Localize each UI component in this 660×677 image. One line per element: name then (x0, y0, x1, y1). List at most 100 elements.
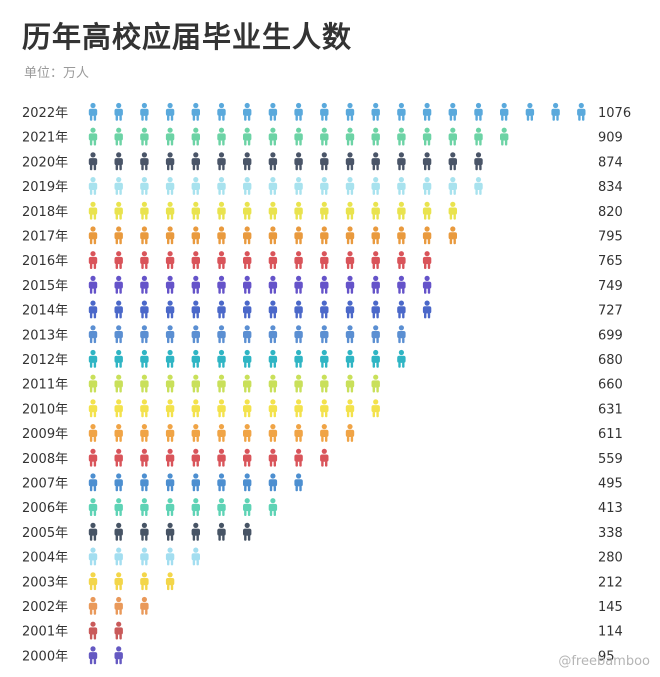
person-icon (114, 522, 123, 541)
person-icon (294, 177, 303, 195)
person-icon (191, 177, 200, 195)
person-icon (294, 399, 303, 418)
person-icon (217, 399, 226, 418)
person-icon (165, 251, 175, 269)
person-icon (88, 201, 98, 220)
row-value-label: 660 (598, 378, 623, 393)
person-icon (294, 325, 303, 344)
person-icon (140, 572, 149, 591)
person-icon (243, 300, 252, 319)
person-icon (345, 275, 355, 294)
person-icon (448, 177, 457, 195)
person-icon (422, 300, 432, 319)
row-value-label: 413 (598, 501, 623, 516)
person-icon (320, 226, 329, 245)
person-icon (320, 251, 329, 269)
person-icon (140, 251, 149, 269)
person-icon (268, 275, 278, 294)
person-icon (243, 374, 252, 393)
person-icon (140, 127, 149, 146)
person-icon (345, 300, 355, 319)
person-icon (320, 201, 329, 220)
person-icon (268, 102, 278, 121)
row-year-label: 2000年 (22, 649, 68, 664)
person-icon (243, 177, 252, 195)
row-value-label: 280 (598, 551, 623, 566)
person-icon (88, 300, 98, 319)
person-icon (243, 473, 252, 492)
person-icon (114, 621, 123, 640)
person-icon (217, 349, 226, 368)
row-value-label: 611 (598, 427, 623, 442)
person-icon (268, 498, 278, 516)
person-icon (397, 325, 406, 344)
person-icon (294, 251, 303, 269)
person-icon (345, 177, 355, 195)
person-icon (268, 226, 278, 245)
person-icon (422, 177, 432, 195)
person-icon (165, 572, 175, 591)
person-icon (320, 349, 329, 368)
person-icon (397, 275, 406, 294)
person-icon (88, 522, 98, 541)
person-icon (371, 201, 380, 220)
person-icon (165, 152, 175, 171)
row-year-label: 2022年 (22, 106, 68, 121)
row-year-label: 2005年 (22, 526, 68, 541)
person-icon (140, 374, 149, 393)
person-icon (243, 349, 252, 368)
person-icon (268, 152, 278, 171)
person-icon (140, 102, 149, 121)
person-icon (268, 448, 278, 467)
person-icon (140, 399, 149, 418)
person-icon (397, 152, 406, 171)
person-icon (165, 522, 175, 541)
person-icon (371, 275, 380, 294)
person-icon (371, 399, 380, 418)
row-year-label: 2015年 (22, 279, 68, 294)
person-icon (294, 448, 303, 467)
row-year-label: 2001年 (22, 625, 68, 640)
person-icon (191, 349, 200, 368)
person-icon (191, 448, 200, 467)
person-icon (268, 300, 278, 319)
person-icon (191, 473, 200, 492)
person-icon (422, 226, 432, 245)
person-icon (140, 177, 149, 195)
person-icon (88, 473, 98, 492)
person-icon (191, 127, 200, 146)
row-value-label: 765 (598, 254, 623, 269)
person-icon (191, 325, 200, 344)
person-icon (320, 325, 329, 344)
person-icon (114, 300, 123, 319)
person-icon (448, 102, 457, 121)
person-icon (345, 424, 355, 442)
person-icon (114, 498, 123, 516)
person-icon (294, 473, 303, 492)
person-icon (397, 226, 406, 245)
person-icon (191, 152, 200, 171)
person-icon (243, 522, 252, 541)
person-icon (165, 498, 175, 516)
row-value-label: 1076 (598, 106, 631, 121)
person-icon (371, 127, 380, 146)
person-icon (88, 572, 98, 591)
person-icon (474, 177, 483, 195)
person-icon (243, 399, 252, 418)
person-icon (88, 102, 98, 121)
person-icon (88, 621, 98, 640)
person-icon (217, 275, 226, 294)
person-icon (268, 251, 278, 269)
person-icon (88, 596, 98, 615)
person-icon (140, 275, 149, 294)
row-year-label: 2017年 (22, 230, 68, 245)
person-icon (140, 547, 149, 566)
person-icon (88, 152, 98, 171)
person-icon (268, 399, 278, 418)
row-value-label: 495 (598, 477, 623, 492)
person-icon (217, 177, 226, 195)
person-icon (217, 251, 226, 269)
person-icon (114, 448, 123, 467)
row-value-label: 95 (598, 649, 615, 664)
person-icon (88, 275, 98, 294)
